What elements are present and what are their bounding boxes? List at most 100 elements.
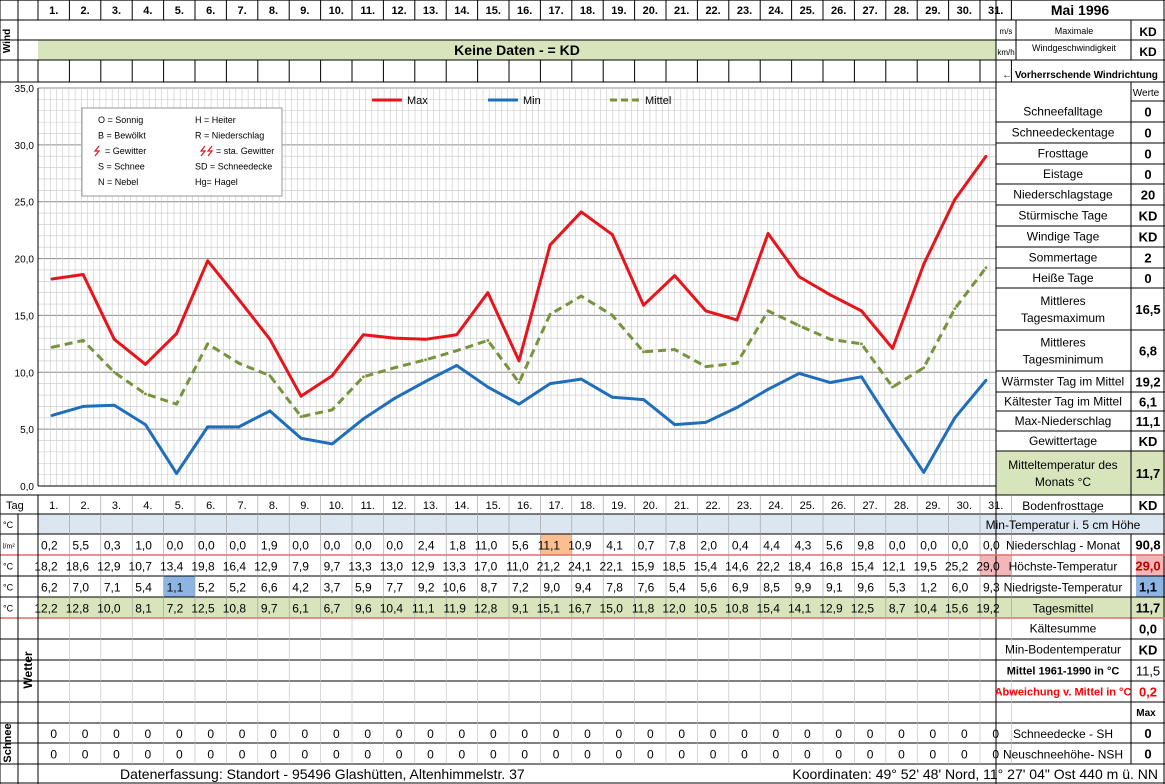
series-point-max	[766, 232, 770, 235]
header-day-label: 20.	[643, 5, 658, 17]
table-cell: 0,0	[229, 539, 246, 553]
snow-cell: 0	[50, 748, 57, 762]
header-day-label: 16.	[517, 5, 532, 17]
snow-cell: 0	[364, 748, 371, 762]
snow-cell: 0	[50, 727, 57, 741]
table-cell: 9,7	[324, 560, 341, 574]
snow-row-total: 0	[1144, 747, 1151, 762]
wetter-extra-value: 0,2	[1139, 685, 1157, 700]
wetter-extra-label: Min-Bodentemperatur	[1005, 643, 1121, 657]
tag-row-day: 1.	[49, 500, 58, 512]
table-cell: 11,1	[538, 539, 561, 553]
symbol-legend-entry: B = Bewölkt	[98, 131, 146, 141]
table-cell: 19,2	[976, 602, 1000, 616]
tag-row-day: 30.	[957, 500, 972, 512]
table-cell: 8,7	[481, 581, 498, 595]
schnee-label: Schnee	[2, 723, 14, 762]
series-point-min	[922, 470, 926, 474]
table-unit: °C	[3, 604, 14, 614]
series-point-min	[548, 382, 552, 386]
table-cell: 11,9	[443, 602, 466, 616]
header-day-label: 13.	[423, 5, 438, 17]
snow-cell: 0	[930, 727, 937, 741]
tag-row-day: 27.	[862, 500, 877, 512]
header-day-label: 24.	[768, 5, 783, 17]
table-cell: 15,1	[537, 602, 561, 616]
series-point-min	[50, 414, 54, 417]
table-cell: 0,0	[292, 539, 309, 553]
table-row-total: 29,0	[1135, 559, 1160, 574]
table-cell: 9,8	[857, 539, 874, 553]
stats-label: Sommertage	[1029, 251, 1098, 265]
table-cell: 1,0	[135, 539, 152, 553]
table-cell: 17,0	[474, 560, 498, 574]
stats-label-line1: Mitteltemperatur des	[1008, 458, 1117, 472]
series-point-max	[797, 275, 801, 279]
snow-cell: 0	[647, 748, 654, 762]
table-cell: 0,0	[386, 539, 403, 553]
header-day-label: 11.	[360, 5, 375, 17]
tag-row-day: 28.	[894, 500, 909, 512]
symbol-legend-entry: = Gewitter	[105, 146, 146, 156]
header-day-label: 9.	[300, 5, 309, 17]
table-cell: 10,4	[380, 602, 404, 616]
series-point-min	[144, 423, 147, 426]
stats-value: KD	[1139, 434, 1158, 449]
series-point-mittel	[922, 366, 926, 370]
stats-label: Frosttage	[1038, 147, 1089, 161]
series-point-min	[517, 402, 521, 406]
series-point-min	[268, 409, 272, 413]
legend-label-max: Max	[407, 95, 428, 107]
header-day-label: 28.	[894, 5, 909, 17]
table-cell: 7,0	[72, 581, 89, 595]
series-point-max	[393, 336, 396, 340]
series-point-max	[175, 332, 178, 336]
tag-row-day: 12.	[391, 500, 406, 512]
y-tick-label: 10,0	[15, 368, 35, 379]
series-point-mittel	[735, 361, 739, 365]
table-cell: 9,0	[543, 581, 560, 595]
table-cell: 3,7	[324, 581, 341, 595]
series-point-min	[828, 381, 832, 384]
stationary-thunder-icon	[199, 145, 214, 157]
table-cell: 5,6	[700, 581, 717, 595]
table-cell: 19,5	[914, 560, 938, 574]
snow-cell: 0	[207, 727, 214, 741]
wetter-extra-value: 0,0	[1139, 622, 1157, 637]
tag-row-day: 25.	[800, 500, 815, 512]
table-cell: 10,8	[223, 602, 247, 616]
series-point-min	[393, 397, 396, 400]
series-point-max	[455, 333, 459, 337]
series-point-mittel	[517, 381, 521, 384]
series-point-min	[330, 442, 334, 446]
series-point-mittel	[891, 385, 894, 389]
tag-row-day: 13.	[423, 500, 438, 512]
table-cell: 15,4	[757, 602, 781, 616]
thunder-icon	[93, 145, 101, 157]
table-cell: 10,4	[914, 602, 938, 616]
table-cell: 9,6	[857, 581, 874, 595]
table-cell: 7,2	[512, 581, 529, 595]
snow-cell: 0	[490, 727, 497, 741]
snow-cell: 0	[364, 727, 371, 741]
stats-value: KD	[1139, 230, 1158, 245]
tag-row-day: 4.	[143, 500, 152, 512]
table-cell: 24,1	[568, 560, 592, 574]
tag-row-day: 29.	[925, 500, 940, 512]
series-point-mittel	[268, 374, 272, 378]
header-day-label: 5.	[175, 5, 184, 17]
table-cell: 10,0	[97, 602, 121, 616]
snow-cell: 0	[521, 727, 528, 741]
snow-cell: 0	[584, 727, 591, 741]
stats-label: Heiße Tage	[1032, 271, 1093, 285]
series-point-mittel	[299, 415, 303, 419]
table-cell: 1,1	[167, 581, 184, 595]
y-tick-label: 35,0	[15, 84, 35, 95]
series-point-max	[237, 298, 241, 301]
table-cell: 12,5	[191, 602, 215, 616]
header-day-label: 31.	[988, 5, 1003, 17]
table-cell: 12,8	[474, 602, 498, 616]
table-cell: 21,2	[537, 560, 561, 574]
tag-row-day: 31.	[988, 500, 1003, 512]
